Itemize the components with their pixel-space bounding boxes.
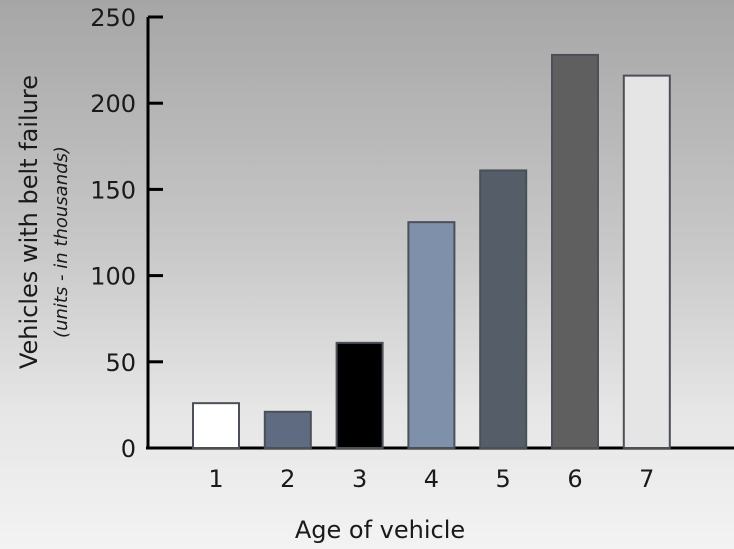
x-category-label: 2 bbox=[280, 465, 295, 493]
bar-age-4 bbox=[407, 221, 456, 449]
x-category-label: 5 bbox=[496, 465, 511, 493]
y-axis-label-group: Vehicles with belt failure bbox=[15, 75, 43, 369]
bar-age-1 bbox=[192, 402, 240, 449]
bar-age-5 bbox=[479, 169, 528, 449]
y-axis-sublabel: (units - in thousands) bbox=[51, 146, 72, 338]
y-tick-label: 50 bbox=[105, 349, 136, 377]
x-axis-label: Age of vehicle bbox=[295, 516, 465, 544]
x-category-label: 3 bbox=[352, 465, 367, 493]
y-ticks-group: 0 50 100 150 200 250 bbox=[90, 4, 163, 463]
y-tick-label: 150 bbox=[90, 176, 136, 204]
y-tick-label: 100 bbox=[90, 263, 136, 291]
y-tick-label: 200 bbox=[90, 90, 136, 118]
x-category-label: 6 bbox=[567, 465, 582, 493]
x-category-label: 7 bbox=[639, 465, 654, 493]
x-categories-group: 1 2 3 4 5 6 7 bbox=[208, 465, 654, 493]
bar-age-6 bbox=[551, 53, 599, 449]
x-category-label: 4 bbox=[424, 465, 439, 493]
y-axis-label: Vehicles with belt failure bbox=[15, 75, 43, 369]
bars-group bbox=[192, 53, 671, 449]
y-tick-label: 0 bbox=[121, 435, 136, 463]
y-axis-sublabel-group: (units - in thousands) bbox=[51, 146, 72, 338]
bar-age-7 bbox=[622, 74, 671, 449]
y-tick-label: 250 bbox=[90, 4, 136, 32]
bar-age-2 bbox=[263, 410, 312, 449]
x-category-label: 1 bbox=[208, 465, 223, 493]
bar-age-3 bbox=[335, 341, 384, 449]
